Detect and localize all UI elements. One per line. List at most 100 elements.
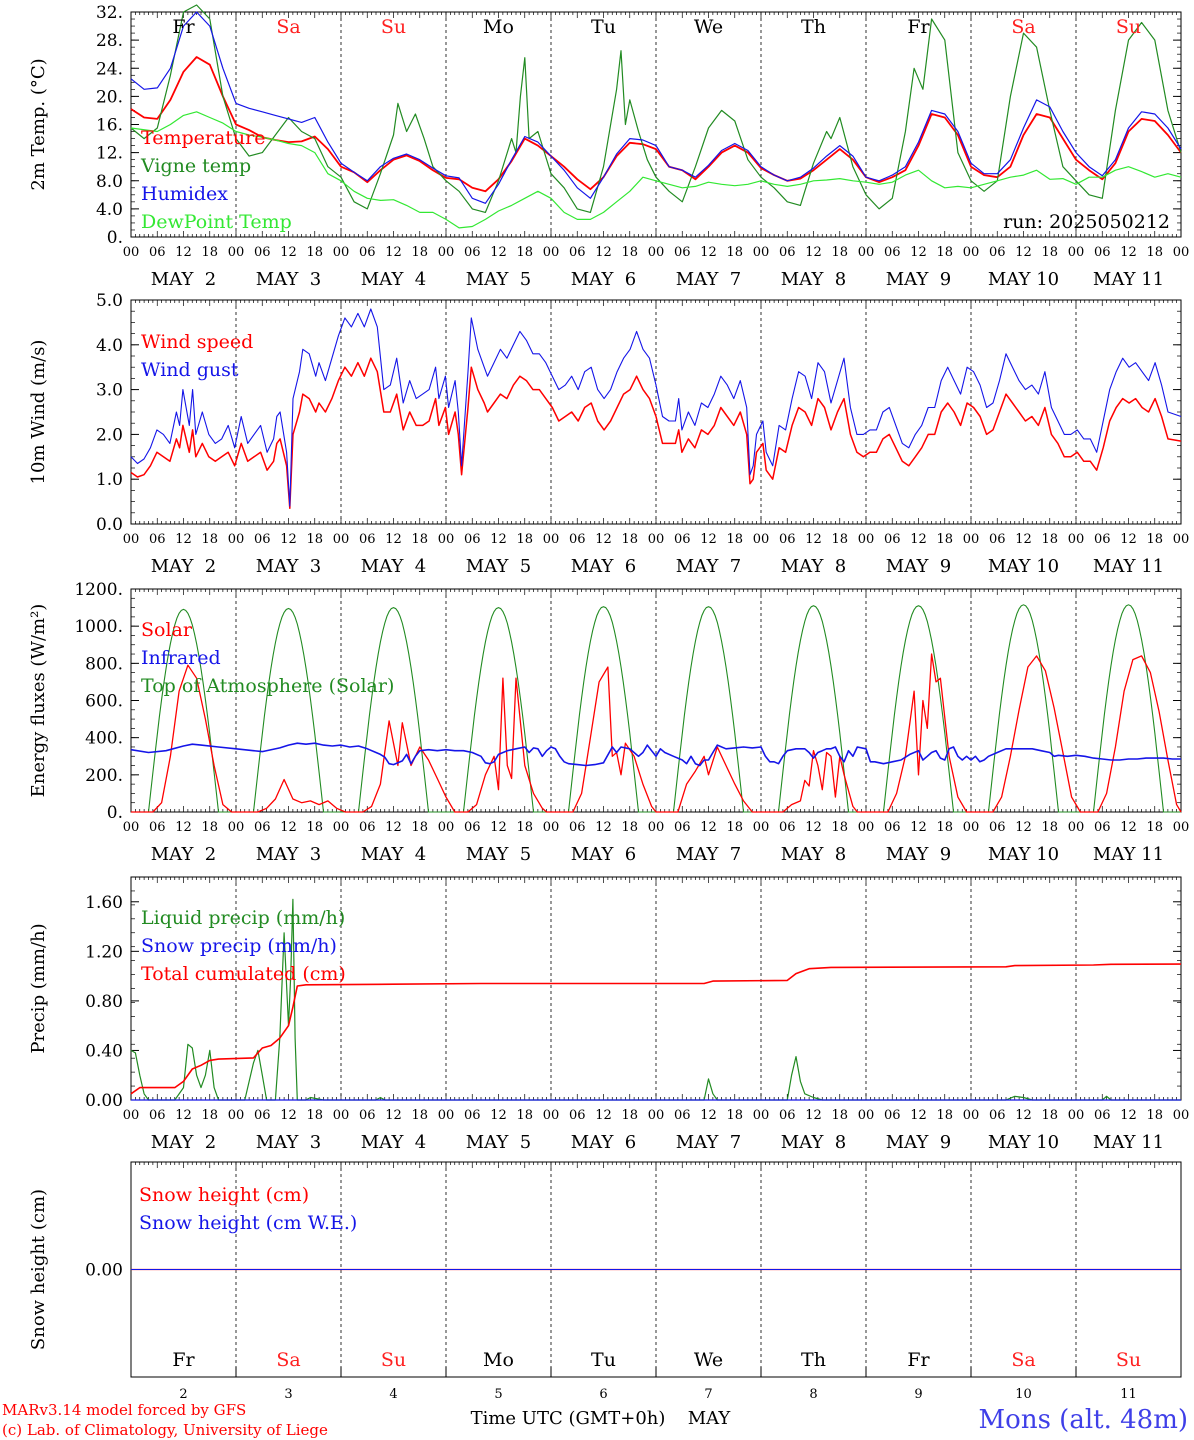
y-tick-label: 8.0 (96, 172, 123, 192)
day-number-label: 8 (809, 1387, 817, 1402)
hour-tick-label: 00 (438, 532, 455, 547)
hour-tick-label: 00 (123, 532, 140, 547)
date-label: MAY 10 (988, 1132, 1059, 1153)
day-abbr-label: We (694, 16, 723, 38)
hour-tick-label: 18 (726, 532, 743, 547)
day-number-label: 3 (284, 1387, 292, 1402)
series-total-cumulated-cm- (130, 963, 1182, 1095)
hour-tick-label: 06 (254, 820, 271, 835)
hour-tick-label: 18 (1146, 245, 1163, 260)
hour-tick-label: 00 (963, 245, 980, 260)
y-axis-title: 10m Wind (m/s) (28, 340, 49, 485)
hour-tick-label: 18 (936, 1108, 953, 1123)
panel-2: 0.0 1.0 2.0 3.0 4.0 5.0 10m Wind (m/s) 00 06 12 18… (28, 291, 1189, 577)
series-humidex (130, 11, 1182, 204)
hour-tick-label: 12 (280, 532, 297, 547)
date-label: MAY 10 (988, 844, 1059, 865)
date-label: MAY 7 (676, 556, 741, 577)
day-abbr-label: Fr (172, 16, 195, 38)
hour-tick-label: 06 (359, 245, 376, 260)
y-tick-label: 28. (96, 31, 123, 51)
hour-tick-label: 12 (490, 245, 507, 260)
hour-tick-label: 06 (569, 820, 586, 835)
hour-tick-label: 06 (884, 820, 901, 835)
hour-tick-label: 18 (1041, 1108, 1058, 1123)
lab-credit: (c) Lab. of Climatology, University of L… (2, 1421, 328, 1439)
series-toa-solar (1076, 604, 1181, 813)
hour-tick-label: 12 (280, 245, 297, 260)
day-abbr-label: Sa (1011, 1349, 1035, 1371)
hour-tick-label: 00 (753, 245, 770, 260)
hour-tick-label: 18 (621, 820, 638, 835)
day-abbr-label: Sa (1011, 16, 1035, 38)
hour-tick-label: 12 (595, 820, 612, 835)
day-number-label: 7 (704, 1387, 712, 1402)
hour-tick-label: 18 (726, 820, 743, 835)
hour-tick-label: 06 (1094, 1108, 1111, 1123)
day-abbr-label: Fr (907, 1349, 930, 1371)
hour-tick-label: 18 (306, 1108, 323, 1123)
hour-tick-label: 00 (123, 245, 140, 260)
hour-tick-label: 06 (464, 1108, 481, 1123)
date-label: MAY 4 (361, 269, 426, 290)
hour-tick-label: 06 (674, 245, 691, 260)
hour-tick-label: 00 (753, 820, 770, 835)
hour-tick-label: 00 (648, 532, 665, 547)
date-label: MAY 7 (676, 1132, 741, 1153)
hour-tick-label: 06 (359, 532, 376, 547)
hour-tick-label: 00 (963, 820, 980, 835)
date-label: MAY 6 (571, 556, 636, 577)
hour-tick-label: 12 (1015, 820, 1032, 835)
hour-tick-label: 18 (306, 532, 323, 547)
hour-tick-label: 12 (805, 532, 822, 547)
y-tick-label: 2.0 (96, 425, 123, 445)
hour-tick-label: 12 (1015, 1108, 1032, 1123)
hour-tick-label: 18 (516, 532, 533, 547)
date-label: MAY 9 (886, 556, 951, 577)
day-abbr-label: Mo (483, 16, 514, 38)
hour-tick-label: 12 (175, 1108, 192, 1123)
hour-tick-label: 18 (936, 820, 953, 835)
hour-tick-label: 12 (805, 245, 822, 260)
series-toa-solar (341, 606, 446, 813)
hour-tick-label: 06 (569, 1108, 586, 1123)
hour-tick-label: 12 (805, 820, 822, 835)
date-label: MAY 4 (361, 556, 426, 577)
day-abbr-label: Fr (172, 1349, 195, 1371)
hour-tick-label: 18 (411, 245, 428, 260)
hour-tick-label: 12 (490, 820, 507, 835)
hour-tick-label: 00 (123, 1108, 140, 1123)
hour-tick-label: 18 (306, 820, 323, 835)
date-label: MAY 8 (781, 269, 846, 290)
hour-tick-label: 18 (201, 820, 218, 835)
model-credit: MARv3.14 model forced by GFS (2, 1401, 246, 1419)
day-abbr-label: Su (381, 1349, 406, 1371)
date-label: MAY 5 (466, 269, 531, 290)
legend-entry: Vigne temp (140, 155, 251, 177)
y-tick-label: 4.0 (96, 336, 123, 356)
date-label: MAY 9 (886, 1132, 951, 1153)
y-tick-label: 200. (85, 766, 123, 786)
day-number-label: 2 (179, 1387, 187, 1402)
run-label: run: 2025050212 (1003, 211, 1170, 233)
y-tick-label: 1.0 (96, 470, 123, 490)
hour-tick-label: 12 (595, 1108, 612, 1123)
day-abbr-label: Su (1116, 1349, 1141, 1371)
y-tick-label: 0.0 (96, 515, 123, 535)
hour-tick-label: 06 (254, 532, 271, 547)
hour-tick-label: 12 (700, 1108, 717, 1123)
date-label: MAY 11 (1093, 844, 1164, 865)
day-abbr-label: Fr (907, 16, 930, 38)
hour-tick-label: 12 (700, 245, 717, 260)
legend-entry: Wind speed (141, 331, 253, 353)
y-tick-label: 0.00 (85, 1091, 123, 1111)
hour-tick-label: 06 (464, 245, 481, 260)
hour-tick-label: 12 (385, 1108, 402, 1123)
y-tick-label: 0.80 (85, 992, 123, 1012)
day-abbr-label: Sa (276, 1349, 300, 1371)
hour-tick-label: 06 (464, 532, 481, 547)
series-toa-solar (551, 606, 656, 813)
legend-entry: Snow height (cm) (139, 1184, 309, 1206)
hour-tick-label: 18 (936, 532, 953, 547)
